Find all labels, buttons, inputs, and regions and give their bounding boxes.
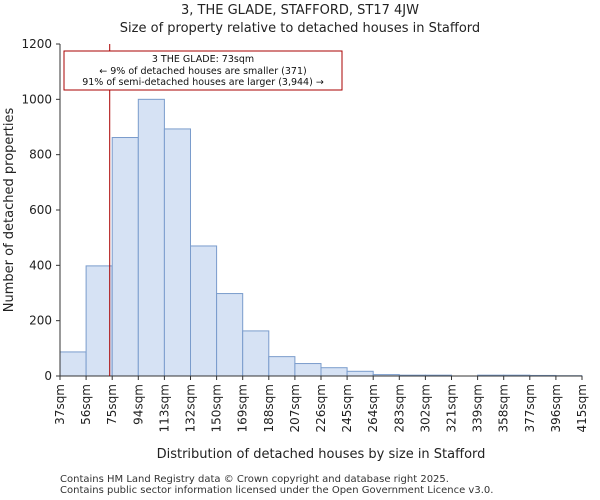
y-tick-label: 800 <box>29 148 52 162</box>
histogram-bar <box>268 356 296 377</box>
x-tick-label: 396sqm <box>549 384 563 432</box>
x-tick-label: 226sqm <box>314 384 328 432</box>
x-tick-label: 339sqm <box>471 384 485 432</box>
x-tick-label: 56sqm <box>79 384 93 425</box>
annotation-line-1: 3 THE GLADE: 73sqm <box>152 54 254 65</box>
histogram-bar <box>190 245 218 377</box>
x-tick-label: 207sqm <box>288 384 302 432</box>
x-tick-label: 245sqm <box>340 384 354 432</box>
x-tick-label: 132sqm <box>184 384 198 432</box>
chart-subtitle: Size of property relative to detached ho… <box>119 21 481 36</box>
x-tick-label: 94sqm <box>131 384 145 425</box>
bars-group <box>59 98 583 377</box>
histogram-bar <box>320 367 348 377</box>
y-tick-labels: 0 200 400 600 800 1000 1200 <box>21 37 52 383</box>
histogram-bar <box>242 330 270 377</box>
x-tick-label: 358sqm <box>497 384 511 432</box>
histogram-bar <box>59 351 87 377</box>
x-tick-label: 377sqm <box>523 384 537 432</box>
histogram-chart: 0 200 400 600 800 1000 1200 37sqm 56sqm 75sqm 94s… <box>2 37 589 462</box>
y-tick-label: 400 <box>29 258 52 272</box>
x-tick-label: 75sqm <box>105 384 119 425</box>
x-tick-label: 321sqm <box>445 384 459 432</box>
histogram-bar <box>346 370 374 377</box>
histogram-bar <box>137 98 165 377</box>
footer-line-1: Contains HM Land Registry data © Crown c… <box>60 474 449 485</box>
footer-line-2: Contains public sector information licen… <box>60 485 494 496</box>
x-tick-label: 37sqm <box>53 384 67 425</box>
y-tick-label: 0 <box>44 369 52 383</box>
histogram-bar <box>216 293 244 377</box>
y-axis-label: Number of detached properties <box>2 108 17 313</box>
x-tick-label: 264sqm <box>366 384 380 432</box>
x-tick-label: 169sqm <box>236 384 250 432</box>
x-axis-label: Distribution of detached houses by size … <box>157 447 486 462</box>
y-tick-label: 200 <box>29 314 52 328</box>
x-tick-labels: 37sqm 56sqm 75sqm 94sqm 113sqm 132sqm 150sqm 16… <box>53 384 589 432</box>
chart-title: 3, THE GLADE, STAFFORD, ST17 4JW <box>181 3 419 18</box>
x-tick-label: 415sqm <box>575 384 589 432</box>
histogram-bar <box>294 363 322 377</box>
annotation-box <box>63 50 343 91</box>
annotation-line-3: 91% of semi-detached houses are larger (… <box>82 77 324 88</box>
x-tick-label: 188sqm <box>262 384 276 432</box>
y-tick-label: 1200 <box>21 37 52 51</box>
x-tick-label: 283sqm <box>392 384 406 432</box>
y-tick-label: 600 <box>29 203 52 217</box>
annotation-line-2: ← 9% of detached houses are smaller (371… <box>99 66 306 77</box>
histogram-bar <box>163 128 191 377</box>
x-tick-label: 113sqm <box>157 384 171 432</box>
histogram-bar <box>85 265 113 377</box>
x-tick-label: 150sqm <box>210 384 224 432</box>
axes-group <box>56 43 583 380</box>
y-tick-label: 1000 <box>21 92 52 106</box>
histogram-bar <box>111 137 139 377</box>
x-tick-label: 302sqm <box>418 384 432 432</box>
